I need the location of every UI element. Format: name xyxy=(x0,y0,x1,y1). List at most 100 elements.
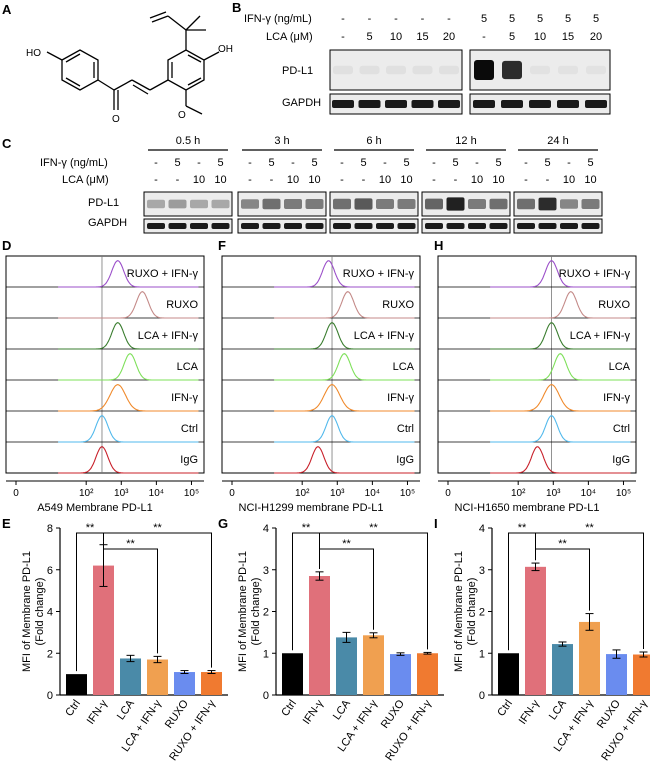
panel-c-gapdh-band xyxy=(376,223,394,229)
panel-c-time-label: 6 h xyxy=(366,135,381,147)
histogram-curve xyxy=(274,446,415,474)
panel-c-time-label: 12 h xyxy=(455,135,476,147)
histogram-row-label: Ctrl xyxy=(613,423,630,435)
panel-b-pdl1-band xyxy=(386,65,406,75)
bar-chart-g: 0 1 2 3 4 MFI of Membrane PD-L1 (Fold change) C… xyxy=(237,522,444,763)
panel-c-ifn-value: - xyxy=(340,157,344,169)
histogram-curve xyxy=(274,384,415,412)
panel-c-pdl1-band xyxy=(147,199,165,209)
panel-c-lca-value: - xyxy=(270,174,274,186)
panel-b-lca-value: - xyxy=(341,31,345,43)
histogram-curve xyxy=(490,415,631,443)
bar-y-tick-label: 4 xyxy=(47,607,53,619)
histogram-x-tick-label: 10³ xyxy=(546,488,561,499)
panel-b-gapdh-label: GAPDH xyxy=(282,97,321,109)
histogram-x-label: NCI-H1650 membrane PD-L1 xyxy=(455,502,600,514)
panel-c-lca-value: 10 xyxy=(308,174,320,186)
panel-b-gapdh-band xyxy=(529,100,551,108)
bar xyxy=(201,672,222,695)
bar-chart-e: 0 2 4 6 8 MFI of Membrane PD-L1 (Fold change) C… xyxy=(21,522,228,763)
panel-c-pdl1-band xyxy=(376,199,394,209)
panel-c-gapdh-band xyxy=(284,223,302,229)
structure-o-label: O xyxy=(112,114,120,125)
panel-c-lca-label: LCA (μM) xyxy=(62,174,109,186)
panel-letter-g: G xyxy=(218,516,228,531)
histogram-row-label: IFN-γ xyxy=(171,392,198,404)
panel-b-lca-value: 20 xyxy=(590,31,602,43)
panel-b-ifn-value: 5 xyxy=(537,13,543,25)
histogram-row-label: RUXO + IFN-γ xyxy=(127,268,199,280)
bar-y-label: MFI of Membrane PD-L1 xyxy=(21,551,33,672)
histogram-row-label: IgG xyxy=(396,454,414,466)
panel-c-pdl1-band xyxy=(305,199,324,209)
bar-category-label: IFN-γ xyxy=(517,697,543,726)
bar xyxy=(390,654,411,695)
bar-y-tick-label: 4 xyxy=(263,523,269,535)
panel-c-pdl1-band xyxy=(333,198,351,210)
panel-c-pdl1-band xyxy=(446,197,465,211)
panel-b-pdl1-label: PD-L1 xyxy=(282,65,313,77)
histogram-row-label: LCA + IFN-γ xyxy=(354,330,415,342)
panel-c-lca-value: 10 xyxy=(492,174,504,186)
panel-c-ifn-value: - xyxy=(475,157,479,169)
panel-b-ifn-value: 5 xyxy=(593,13,599,25)
histogram-row-label: LCA + IFN-γ xyxy=(138,330,199,342)
bar-y-tick-label: 1 xyxy=(479,648,485,660)
panel-c-lca-value: 10 xyxy=(584,174,596,186)
histogram-x-tick-label: 10⁴ xyxy=(581,488,596,499)
panel-c-lca-value: - xyxy=(524,174,528,186)
panel-b-ifn-value: - xyxy=(421,13,425,25)
panel-b-pdl1-band xyxy=(333,65,353,75)
histogram-frame xyxy=(5,255,205,474)
panel-b-pdl1-band xyxy=(502,60,522,80)
panel-c-ifn-value: 5 xyxy=(544,157,550,169)
panel-b-lca-value: 10 xyxy=(390,31,402,43)
histogram-row-label: LCA xyxy=(393,361,415,373)
histogram-x-tick-label: 10⁴ xyxy=(365,488,380,499)
panel-c-lca-value: - xyxy=(248,174,252,186)
panel-c-pdl1-band xyxy=(517,198,535,210)
panel-c-pdl1-band xyxy=(241,199,259,209)
panel-b-pdl1-band xyxy=(558,65,578,75)
histogram-frame xyxy=(221,255,421,474)
panel-c-gapdh-band xyxy=(262,223,281,229)
panel-c-gapdh-band xyxy=(560,223,578,229)
panel-b-ifn-value: - xyxy=(394,13,398,25)
histogram-row-label: RUXO xyxy=(382,299,414,311)
panel-c-gapdh-label: GAPDH xyxy=(88,217,127,229)
histogram-curve xyxy=(58,321,199,350)
bar xyxy=(147,659,168,695)
panel-b-pdl1-band xyxy=(530,65,550,75)
histogram-curve xyxy=(490,352,631,381)
panel-c-gapdh-band xyxy=(397,223,416,229)
histogram-x-tick-label: 10² xyxy=(511,488,526,499)
panel-b-pdl1-band xyxy=(359,65,380,75)
bar-category-label: LCA xyxy=(115,697,137,722)
panel-c-gapdh-blot xyxy=(513,218,603,234)
panel-b-pdl1-band xyxy=(439,65,459,75)
bar-y-tick-label: 0 xyxy=(263,690,269,702)
panel-c-gapdh-band xyxy=(190,223,208,229)
panel-c-pdl1-band xyxy=(262,198,281,210)
histogram-row-label: Ctrl xyxy=(397,423,414,435)
panel-c-ifn-value: - xyxy=(291,157,295,169)
panel-c-ifn-value: - xyxy=(383,157,387,169)
chemical-structure xyxy=(46,11,220,115)
panel-letter-b: B xyxy=(232,0,241,15)
histogram-curve xyxy=(490,384,631,412)
panel-letter-e: E xyxy=(2,516,11,531)
bar-y-label-unit: (Fold change) xyxy=(250,578,262,646)
bar-category-label: Ctrl xyxy=(279,698,299,719)
significance-label: ** xyxy=(126,538,135,550)
significance-bracket xyxy=(103,532,212,668)
panel-c-gapdh-band xyxy=(468,223,486,229)
bar-y-tick-label: 4 xyxy=(479,523,485,535)
bar xyxy=(525,566,546,695)
panel-letter-d: D xyxy=(2,238,11,253)
panel-c-pdl1-band xyxy=(489,198,508,210)
panel-c-gapdh-band xyxy=(168,223,187,229)
panel-b-gapdh-band xyxy=(501,100,523,108)
panel-c-lca-value: 10 xyxy=(379,174,391,186)
bar-y-tick-label: 2 xyxy=(479,607,485,619)
histogram-row-label: RUXO xyxy=(598,299,630,311)
